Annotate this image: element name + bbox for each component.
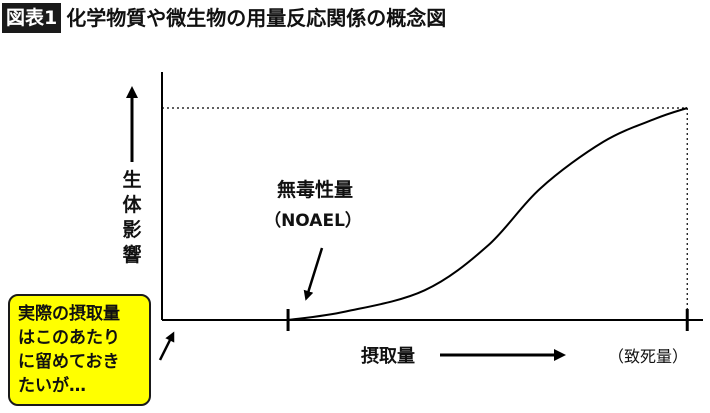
callout-box: 実際の摂取量 はこのあたり に留めておき たいが… bbox=[8, 294, 151, 406]
title-row: 図表1 化学物質や微生物の用量反応関係の概念図 bbox=[2, 2, 446, 34]
callout-line: 実際の摂取量 bbox=[18, 304, 120, 324]
callout-line: たいが… bbox=[18, 376, 86, 396]
figure-title: 化学物質や微生物の用量反応関係の概念図 bbox=[66, 6, 447, 30]
x-axis-label: 摂取量 bbox=[361, 345, 415, 367]
y-axis-label-char: 体 bbox=[122, 193, 142, 216]
lethal-dose-label: （致死量） bbox=[608, 347, 688, 366]
y-axis-label-char: 生 bbox=[122, 168, 141, 191]
y-axis-label-char: 響 bbox=[122, 243, 141, 266]
y-axis-label-char: 影 bbox=[122, 219, 141, 241]
callout-line: に留めておき bbox=[18, 352, 120, 372]
svg-text:生体影響: 生体影響 bbox=[122, 168, 142, 266]
figure-number-badge: 図表1 bbox=[2, 3, 62, 33]
callout-pointer-arrow bbox=[158, 331, 175, 361]
dose-response-curve bbox=[287, 107, 688, 321]
noael-abbr-label: （NOAEL） bbox=[264, 210, 362, 231]
noael-label: 無毒性量 bbox=[277, 178, 353, 201]
noael-pointer-arrow bbox=[303, 247, 324, 301]
y-axis-label: 生体影響 bbox=[122, 168, 142, 266]
callout-line: はこのあたり bbox=[18, 328, 120, 348]
